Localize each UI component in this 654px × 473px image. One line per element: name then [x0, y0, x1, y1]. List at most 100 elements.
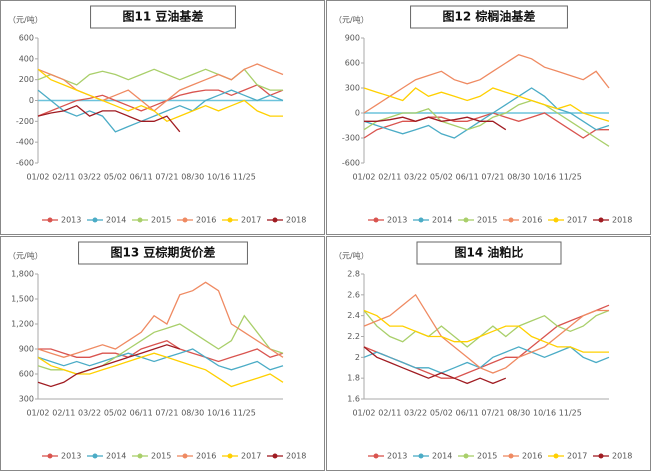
x-tick-label: 11/25: [559, 173, 582, 182]
series-line: [37, 281, 284, 358]
x-tick-label: 07/21: [481, 409, 504, 418]
y-axis-unit: （元/吨）: [334, 15, 369, 25]
x-tick-label: 03/22: [404, 409, 427, 418]
y-tick-label: 2: [355, 353, 360, 362]
legend-marker: [598, 217, 604, 223]
legend-marker: [418, 453, 424, 459]
x-tick-label: 10/16: [207, 409, 230, 418]
legend-marker: [508, 453, 514, 459]
legend-marker: [47, 217, 53, 223]
x-tick-label: 11/25: [559, 409, 582, 418]
chart-title: 图11 豆油基差: [123, 9, 204, 24]
legend-marker: [182, 217, 188, 223]
legend-label: 2016: [522, 216, 542, 225]
legend-marker: [227, 217, 233, 223]
x-tick-label: 01/02: [352, 173, 375, 182]
legend-label: 2018: [612, 216, 632, 225]
x-tick-label: 08/30: [507, 409, 530, 418]
x-tick-label: 05/02: [430, 409, 453, 418]
x-tick-label: 08/30: [181, 173, 204, 182]
legend-label: 2018: [286, 216, 306, 225]
series-line: [363, 87, 610, 139]
chart-panel: 图13 豆棕期货价差 （元/吨） 300 600 900 1,200 1,500 1,800 0…: [0, 236, 325, 471]
x-tick-label: 02/11: [378, 409, 401, 418]
legend-marker: [92, 217, 98, 223]
y-tick-label: 200: [19, 75, 34, 84]
x-tick-label: 08/30: [181, 409, 204, 418]
y-axis-unit: （元/吨）: [8, 15, 43, 25]
legend-label: 2017: [567, 216, 587, 225]
y-tick-label: 2.6: [347, 290, 360, 299]
x-tick-label: 01/02: [26, 409, 49, 418]
legend-label: 2013: [61, 452, 81, 461]
y-tick-label: 1.6: [347, 395, 360, 404]
series-line: [363, 87, 610, 122]
legend-marker: [373, 453, 379, 459]
x-tick-label: 08/30: [507, 173, 530, 182]
x-tick-label: 07/21: [155, 173, 178, 182]
series-line: [363, 309, 610, 348]
y-axis-unit: （元/吨）: [8, 251, 43, 261]
y-tick-label: 300: [19, 395, 34, 404]
legend-marker: [137, 453, 143, 459]
chart-panel: 图12 棕榈油基差 （元/吨） -600 -300 0 300 600 900 01/02 02/…: [326, 0, 651, 235]
legend-marker: [47, 453, 53, 459]
y-tick-label: -200: [16, 117, 34, 126]
y-tick-label: 1,200: [11, 320, 34, 329]
y-tick-label: 600: [19, 370, 34, 379]
x-tick-label: 06/11: [130, 409, 153, 418]
chart-panel: 图11 豆油基差 （元/吨） -600 -400 -200 0 200 400 600 01/02…: [0, 0, 325, 235]
x-tick-label: 07/21: [481, 173, 504, 182]
series-line: [363, 309, 609, 353]
legend-marker: [272, 453, 278, 459]
x-tick-label: 02/11: [52, 173, 75, 182]
y-tick-label: 2.4: [347, 311, 360, 320]
title-box: [78, 241, 248, 265]
chart-title: 图13 豆棕期货价差: [111, 245, 216, 260]
legend-label: 2015: [477, 452, 497, 461]
y-tick-label: -600: [342, 159, 360, 168]
x-tick-label: 10/16: [533, 173, 556, 182]
legend-marker: [553, 217, 559, 223]
x-tick-label: 07/21: [155, 409, 178, 418]
y-tick-label: 0: [355, 109, 360, 118]
x-tick-label: 01/02: [26, 173, 49, 182]
legend-label: 2014: [432, 216, 452, 225]
series-line: [37, 68, 283, 123]
series-line: [363, 346, 610, 374]
y-tick-label: -400: [16, 138, 34, 147]
series-line: [38, 339, 284, 363]
legend-label: 2014: [106, 216, 126, 225]
legend-marker: [553, 453, 559, 459]
legend-label: 2017: [241, 216, 261, 225]
series-line: [363, 53, 610, 114]
y-tick-label: 1,800: [11, 270, 34, 279]
legend-label: 2014: [106, 452, 126, 461]
y-tick-label: 0: [29, 96, 34, 105]
y-tick-label: 1.8: [347, 374, 360, 383]
panel-border: [0, 0, 325, 235]
series-line: [363, 99, 610, 147]
legend-label: 2016: [522, 452, 542, 461]
series-line: [37, 348, 284, 371]
title-box: [416, 241, 562, 265]
legend-label: 2016: [196, 452, 216, 461]
legend-label: 2013: [387, 216, 407, 225]
series-line: [363, 293, 609, 374]
x-tick-label: 01/02: [352, 409, 375, 418]
x-tick-label: 06/11: [456, 409, 479, 418]
legend-marker: [227, 453, 233, 459]
series-line: [37, 84, 284, 117]
series-line: [37, 352, 284, 388]
chart-panel: 图14 油粕比 （元/吨） 1.6 1.8 2 2.2 2.4 2.6 2.8 01/02 02/1…: [326, 236, 651, 471]
y-tick-label: -300: [342, 134, 360, 143]
x-tick-label: 11/25: [233, 409, 256, 418]
legend-marker: [508, 217, 514, 223]
legend-marker: [272, 217, 278, 223]
x-tick-label: 05/02: [104, 409, 127, 418]
y-tick-label: 300: [345, 84, 360, 93]
x-tick-label: 03/22: [78, 173, 101, 182]
legend-marker: [598, 453, 604, 459]
title-box: [90, 5, 236, 29]
x-tick-label: 06/11: [456, 173, 479, 182]
